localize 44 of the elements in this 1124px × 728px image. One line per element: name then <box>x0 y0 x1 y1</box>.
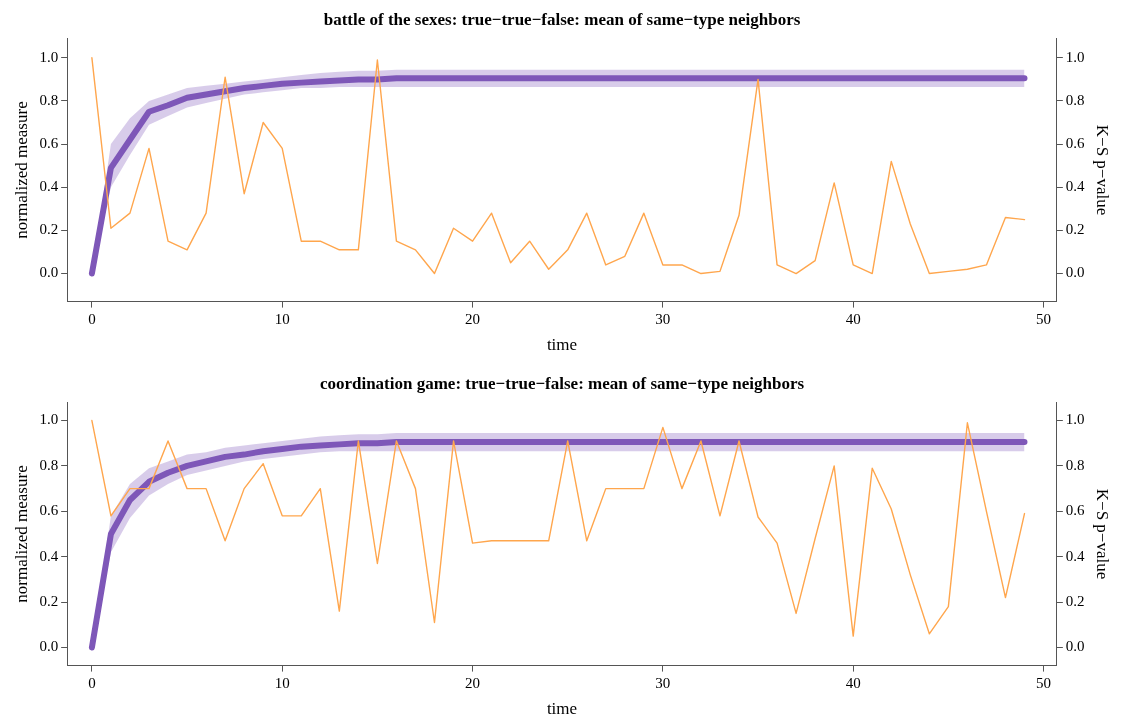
y2-tick-label: 0.4 <box>1065 547 1086 564</box>
y-tick-label: 0.8 <box>39 91 59 108</box>
y2-tick-label: 0.2 <box>1065 221 1085 238</box>
x-tick-label: 30 <box>655 674 671 691</box>
y2-tick-label: 0.6 <box>1065 135 1086 152</box>
x-tick-label: 30 <box>655 310 671 327</box>
y-tick-label: 0.8 <box>39 456 59 473</box>
y2-tick-label: 0.8 <box>1065 91 1085 108</box>
x-axis-title: time <box>546 699 578 719</box>
y2-tick-label: 0.0 <box>1065 638 1085 655</box>
chart-title: battle of the sexes: true−true−false: mean of same−type neighbors <box>323 9 801 29</box>
y2-tick-label: 0.8 <box>1065 456 1085 473</box>
x-tick-label: 20 <box>465 310 481 327</box>
y-tick-label: 0.6 <box>39 135 59 152</box>
x-tick-label: 50 <box>1036 310 1052 327</box>
y2-tick-label: 0.0 <box>1065 264 1085 281</box>
y-tick-label: 0.0 <box>39 264 59 281</box>
x-tick-label: 50 <box>1036 674 1052 691</box>
y-tick-label: 0.2 <box>39 221 59 238</box>
x-tick-label: 0 <box>88 674 96 691</box>
y2-tick-label: 0.2 <box>1065 593 1085 610</box>
y-tick-label: 0.2 <box>39 593 59 610</box>
x-tick-label: 20 <box>465 674 481 691</box>
y2-tick-label: 1.0 <box>1065 48 1085 65</box>
chart-title: coordination game: true−true−false: mean of same−type neighbors <box>319 373 805 393</box>
x-axis-title: time <box>546 335 578 355</box>
y-tick-label: 0.6 <box>39 502 59 519</box>
y2-axis-title: K−S p−value <box>1093 124 1113 216</box>
y-tick-label: 0.4 <box>39 547 59 564</box>
y-axis-title: normalized measure <box>11 101 31 239</box>
y2-axis-title: K−S p−value <box>1093 488 1113 580</box>
y-axis-title: normalized measure <box>11 465 31 603</box>
x-tick-label: 40 <box>845 674 861 691</box>
y2-tick-label: 0.6 <box>1065 502 1086 519</box>
y-tick-label: 0.4 <box>39 178 59 195</box>
y-tick-label: 1.0 <box>39 48 59 65</box>
x-tick-label: 10 <box>274 310 290 327</box>
y-tick-label: 1.0 <box>39 411 59 428</box>
y-tick-label: 0.0 <box>39 638 59 655</box>
x-tick-label: 40 <box>845 310 861 327</box>
x-tick-label: 0 <box>88 310 96 327</box>
x-tick-label: 10 <box>274 674 290 691</box>
y2-tick-label: 0.4 <box>1065 178 1086 195</box>
y2-tick-label: 1.0 <box>1065 411 1085 428</box>
